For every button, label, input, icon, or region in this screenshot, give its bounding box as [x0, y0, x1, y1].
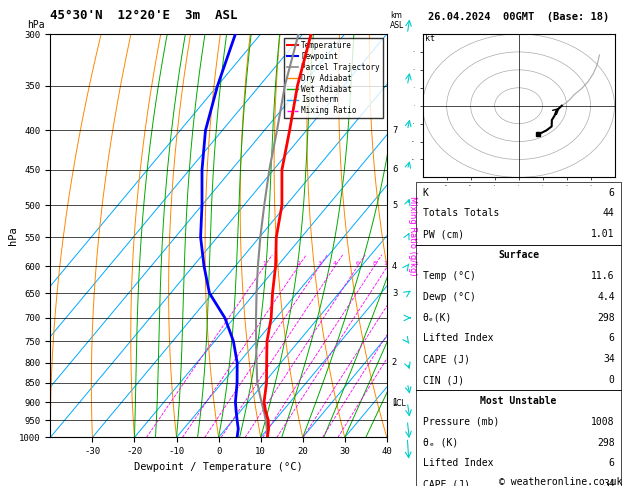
Text: Lifted Index: Lifted Index	[423, 333, 493, 344]
Text: Surface: Surface	[498, 250, 539, 260]
Text: Pressure (mb): Pressure (mb)	[423, 417, 499, 427]
Text: 7: 7	[392, 126, 398, 135]
Text: Dewp (°C): Dewp (°C)	[423, 292, 476, 302]
Text: Lifted Index: Lifted Index	[423, 458, 493, 469]
Text: 45°30'N  12°20'E  3m  ASL: 45°30'N 12°20'E 3m ASL	[50, 9, 238, 22]
Text: K: K	[423, 188, 428, 198]
Text: 1: 1	[392, 398, 397, 407]
Text: 1008: 1008	[591, 417, 615, 427]
Text: Most Unstable: Most Unstable	[481, 396, 557, 406]
Text: LCL: LCL	[392, 399, 406, 408]
Text: 0: 0	[609, 375, 615, 385]
Text: 6: 6	[609, 188, 615, 198]
Text: 11.6: 11.6	[591, 271, 615, 281]
X-axis label: Dewpoint / Temperature (°C): Dewpoint / Temperature (°C)	[134, 462, 303, 472]
Text: 3: 3	[318, 261, 321, 266]
Text: 4: 4	[392, 262, 397, 271]
Text: CAPE (J): CAPE (J)	[423, 354, 469, 364]
Text: Mixing Ratio (g/kg): Mixing Ratio (g/kg)	[408, 196, 416, 276]
Text: 6: 6	[392, 165, 398, 174]
Text: 26.04.2024  00GMT  (Base: 18): 26.04.2024 00GMT (Base: 18)	[428, 12, 609, 22]
Text: CIN (J): CIN (J)	[423, 375, 464, 385]
Text: 6: 6	[609, 458, 615, 469]
Text: 34: 34	[603, 479, 615, 486]
Text: 298: 298	[597, 312, 615, 323]
Text: 4: 4	[333, 261, 337, 266]
Text: θₑ (K): θₑ (K)	[423, 437, 458, 448]
Text: 1.01: 1.01	[591, 229, 615, 239]
Text: Totals Totals: Totals Totals	[423, 208, 499, 219]
Text: 8: 8	[372, 261, 376, 266]
Text: θₑ(K): θₑ(K)	[423, 312, 452, 323]
Legend: Temperature, Dewpoint, Parcel Trajectory, Dry Adiabat, Wet Adiabat, Isotherm, Mi: Temperature, Dewpoint, Parcel Trajectory…	[284, 38, 383, 119]
Text: 4.4: 4.4	[597, 292, 615, 302]
Text: 5: 5	[392, 201, 397, 209]
Text: CAPE (J): CAPE (J)	[423, 479, 469, 486]
Text: 6: 6	[609, 333, 615, 344]
Text: 3: 3	[392, 289, 398, 297]
Text: kt: kt	[425, 34, 435, 43]
Text: 44: 44	[603, 208, 615, 219]
Text: 298: 298	[597, 437, 615, 448]
Text: hPa: hPa	[27, 20, 45, 30]
Text: 10: 10	[384, 261, 391, 266]
Text: PW (cm): PW (cm)	[423, 229, 464, 239]
Text: 34: 34	[603, 354, 615, 364]
Text: km
ASL: km ASL	[390, 11, 404, 30]
Text: 1: 1	[262, 261, 266, 266]
Text: © weatheronline.co.uk: © weatheronline.co.uk	[499, 477, 623, 486]
Text: Temp (°C): Temp (°C)	[423, 271, 476, 281]
Text: 2: 2	[392, 358, 397, 367]
Text: 2: 2	[296, 261, 301, 266]
Text: 6: 6	[356, 261, 360, 266]
Y-axis label: hPa: hPa	[8, 226, 18, 245]
